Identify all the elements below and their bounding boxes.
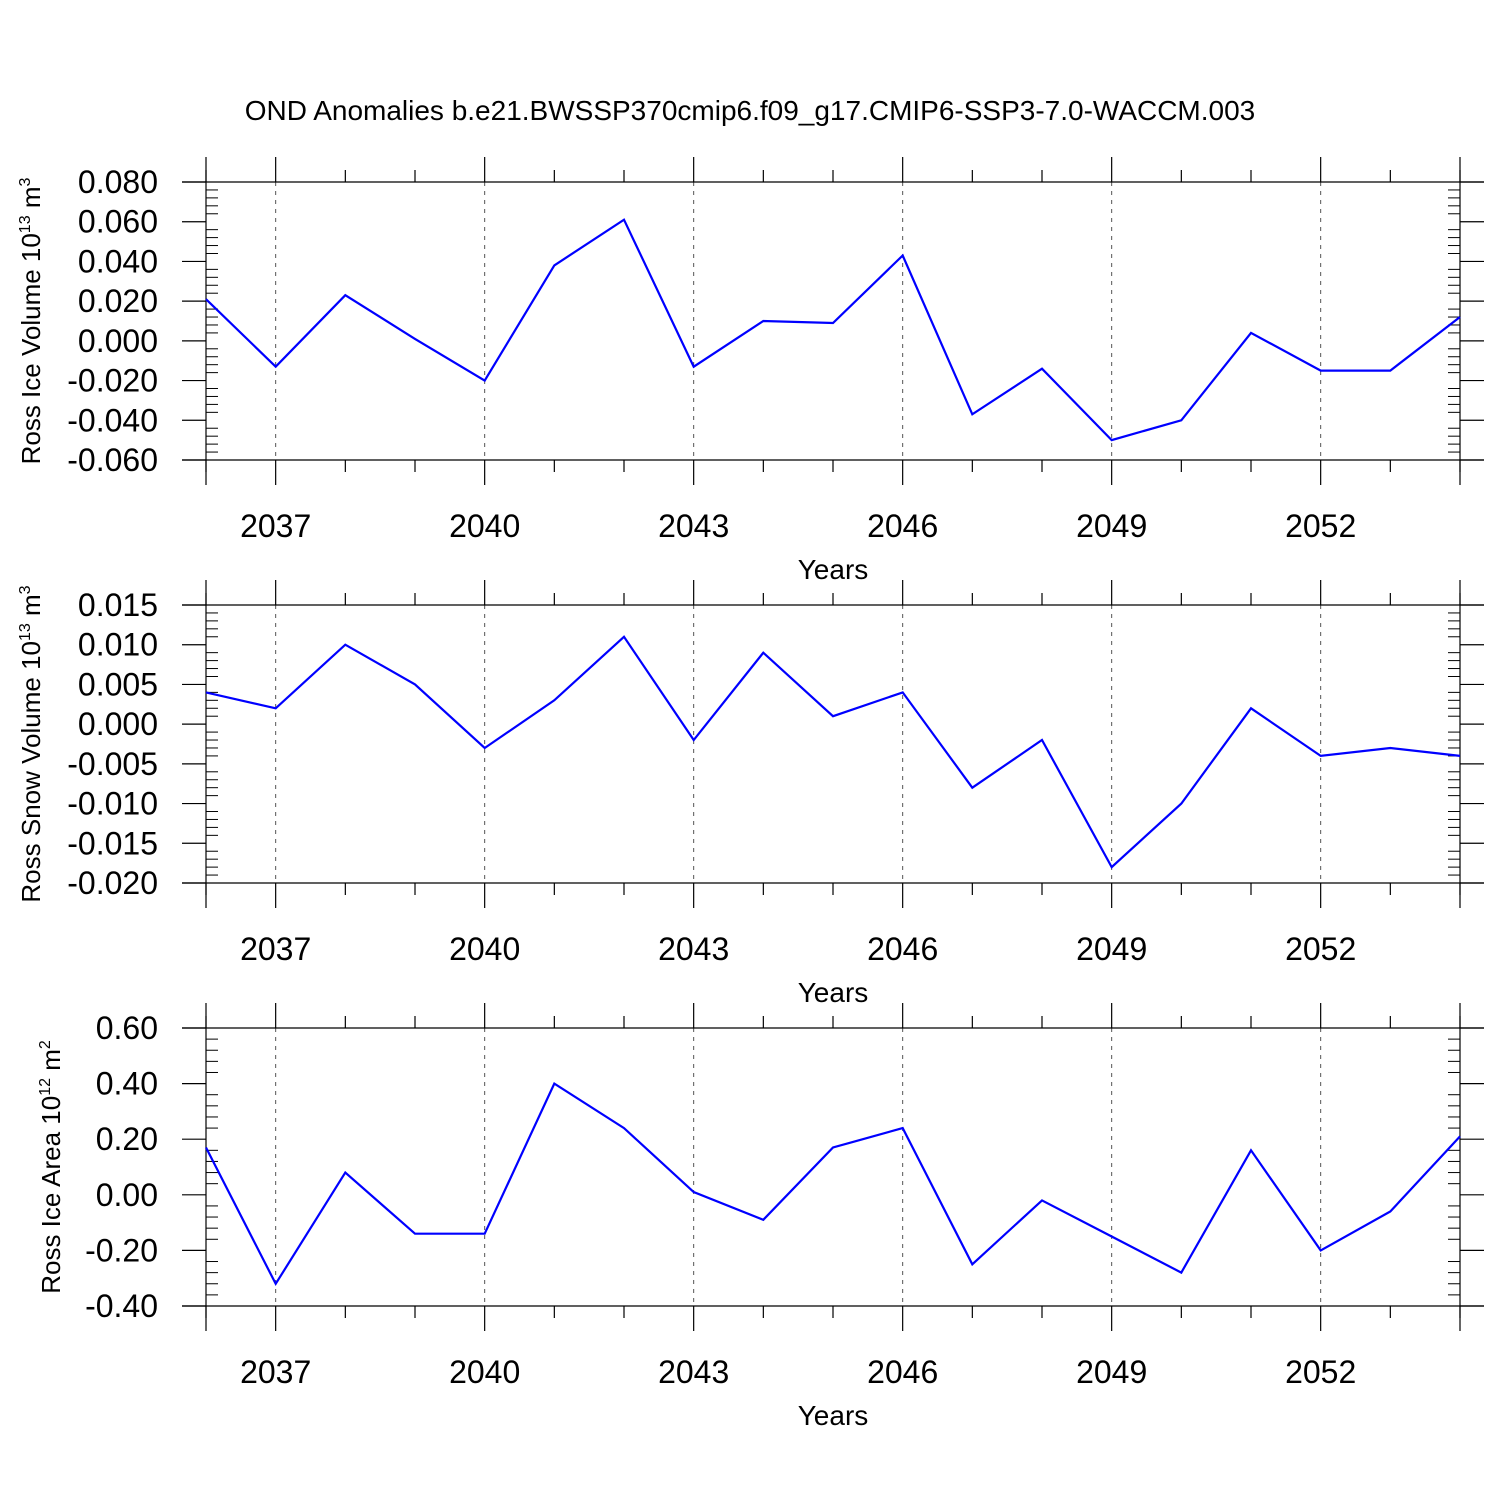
y-tick-label: 0.000 xyxy=(78,323,158,359)
y-tick-label: -0.010 xyxy=(67,786,158,822)
series-line xyxy=(205,635,1461,869)
x-axis-label: Years xyxy=(798,977,869,1008)
y-tick-label: 0.015 xyxy=(78,587,158,623)
x-tick-label: 2040 xyxy=(449,931,520,967)
x-tick-label: 2037 xyxy=(240,931,311,967)
x-tick-label: 2043 xyxy=(658,931,729,967)
x-tick-label: 2046 xyxy=(867,1354,938,1390)
y-tick-label: 0.20 xyxy=(96,1121,158,1157)
x-tick-label: 2049 xyxy=(1076,508,1147,544)
x-tick-label: 2040 xyxy=(449,1354,520,1390)
y-tick-label: -0.020 xyxy=(67,865,158,901)
y-tick-label: -0.015 xyxy=(67,825,158,861)
y-tick-label: 0.00 xyxy=(96,1177,158,1213)
y-tick-label: 0.060 xyxy=(78,204,158,240)
chart-panel-ice-area: 0.60 0.40 0.20 0.00 -0.20 -0.40 2037 2040 2043 20… xyxy=(36,1003,1484,1431)
x-tick-label: 2049 xyxy=(1076,1354,1147,1390)
x-axis-label: Years xyxy=(798,554,869,585)
x-tick-label: 2052 xyxy=(1285,1354,1356,1390)
y-tick-label: 0.005 xyxy=(78,666,158,702)
x-tick-label: 2040 xyxy=(449,508,520,544)
series-line xyxy=(205,218,1461,442)
y-tick-label: 0.080 xyxy=(78,164,158,200)
panels: 0.0800.0600.0400.0200.000-0.020-0.040-0.… xyxy=(16,157,1484,1431)
y-tick-label: 0.40 xyxy=(96,1066,158,1102)
x-tick-label: 2037 xyxy=(240,1354,311,1390)
x-tick-label: 2043 xyxy=(658,1354,729,1390)
y-tick-label: 0.040 xyxy=(78,243,158,279)
y-tick-label: -0.060 xyxy=(67,442,158,478)
x-axis-label: Years xyxy=(798,1400,869,1431)
x-tick-label: 2037 xyxy=(240,508,311,544)
y-tick-label: -0.040 xyxy=(67,402,158,438)
x-tick-label: 2049 xyxy=(1076,931,1147,967)
x-tick-label: 2046 xyxy=(867,931,938,967)
y-tick-label: -0.005 xyxy=(67,746,158,782)
y-tick-label: -0.020 xyxy=(67,363,158,399)
y-axis-label: Ross Ice Volume 1013 m3 xyxy=(16,177,46,464)
y-axis-label: Ross Snow Volume 1013 m3 xyxy=(16,585,46,902)
x-tick-label: 2043 xyxy=(658,508,729,544)
y-axis-label: Ross Ice Area 1012 m2 xyxy=(36,1040,66,1294)
y-tick-label: 0.60 xyxy=(96,1010,158,1046)
series-line xyxy=(205,1081,1461,1287)
x-tick-label: 2052 xyxy=(1285,508,1356,544)
y-tick-label: 0.020 xyxy=(78,283,158,319)
y-tick-label: 0.000 xyxy=(78,706,158,742)
x-tick-label: 2052 xyxy=(1285,931,1356,967)
figure-title: OND Anomalies b.e21.BWSSP370cmip6.f09_g1… xyxy=(245,95,1256,126)
y-tick-label: 0.010 xyxy=(78,627,158,663)
y-tick-label: -0.20 xyxy=(85,1232,158,1268)
y-tick-label: -0.40 xyxy=(85,1288,158,1324)
x-tick-label: 2046 xyxy=(867,508,938,544)
